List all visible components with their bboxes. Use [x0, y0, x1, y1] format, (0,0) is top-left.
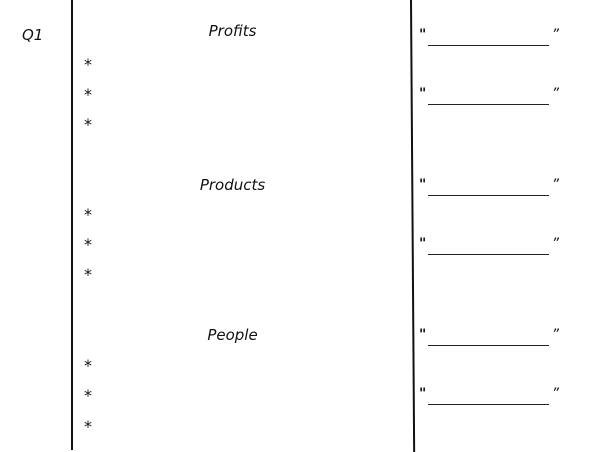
left-divider — [71, 0, 73, 450]
bullet: * — [84, 417, 92, 436]
open-quote: " — [419, 86, 427, 102]
close-quote: ” — [551, 327, 559, 343]
close-quote: ” — [551, 236, 559, 252]
bullet: * — [84, 115, 92, 134]
blank-line — [428, 404, 549, 405]
question-label: Q1 — [22, 26, 44, 44]
bullet: * — [84, 235, 92, 254]
close-quote: ” — [551, 177, 559, 193]
open-quote: " — [419, 27, 427, 43]
section-heading-products: Products — [199, 176, 266, 194]
bullet: * — [84, 386, 92, 405]
quote-blank[interactable]: "” — [419, 386, 559, 406]
quote-blank[interactable]: "” — [419, 27, 559, 47]
bullet: * — [84, 356, 92, 375]
close-quote: ” — [551, 27, 559, 43]
quote-blank[interactable]: "” — [419, 177, 559, 197]
open-quote: " — [419, 386, 427, 402]
blank-line — [428, 345, 549, 346]
bullet: * — [84, 265, 92, 284]
right-divider — [410, 0, 416, 452]
quote-blank[interactable]: "” — [419, 86, 559, 106]
open-quote: " — [419, 177, 427, 193]
blank-line — [428, 195, 549, 196]
open-quote: " — [419, 236, 427, 252]
close-quote: ” — [551, 86, 559, 102]
blank-line — [428, 45, 549, 46]
close-quote: ” — [551, 386, 559, 402]
section-heading-people: People — [207, 326, 258, 344]
quote-blank[interactable]: "” — [419, 236, 559, 256]
quote-blank[interactable]: "” — [419, 327, 559, 347]
open-quote: " — [419, 327, 427, 343]
section-heading-profits: Profits — [208, 22, 257, 40]
blank-line — [428, 254, 549, 255]
blank-line — [428, 104, 549, 105]
bullet: * — [84, 205, 92, 224]
bullet: * — [84, 85, 92, 104]
bullet: * — [84, 55, 92, 74]
